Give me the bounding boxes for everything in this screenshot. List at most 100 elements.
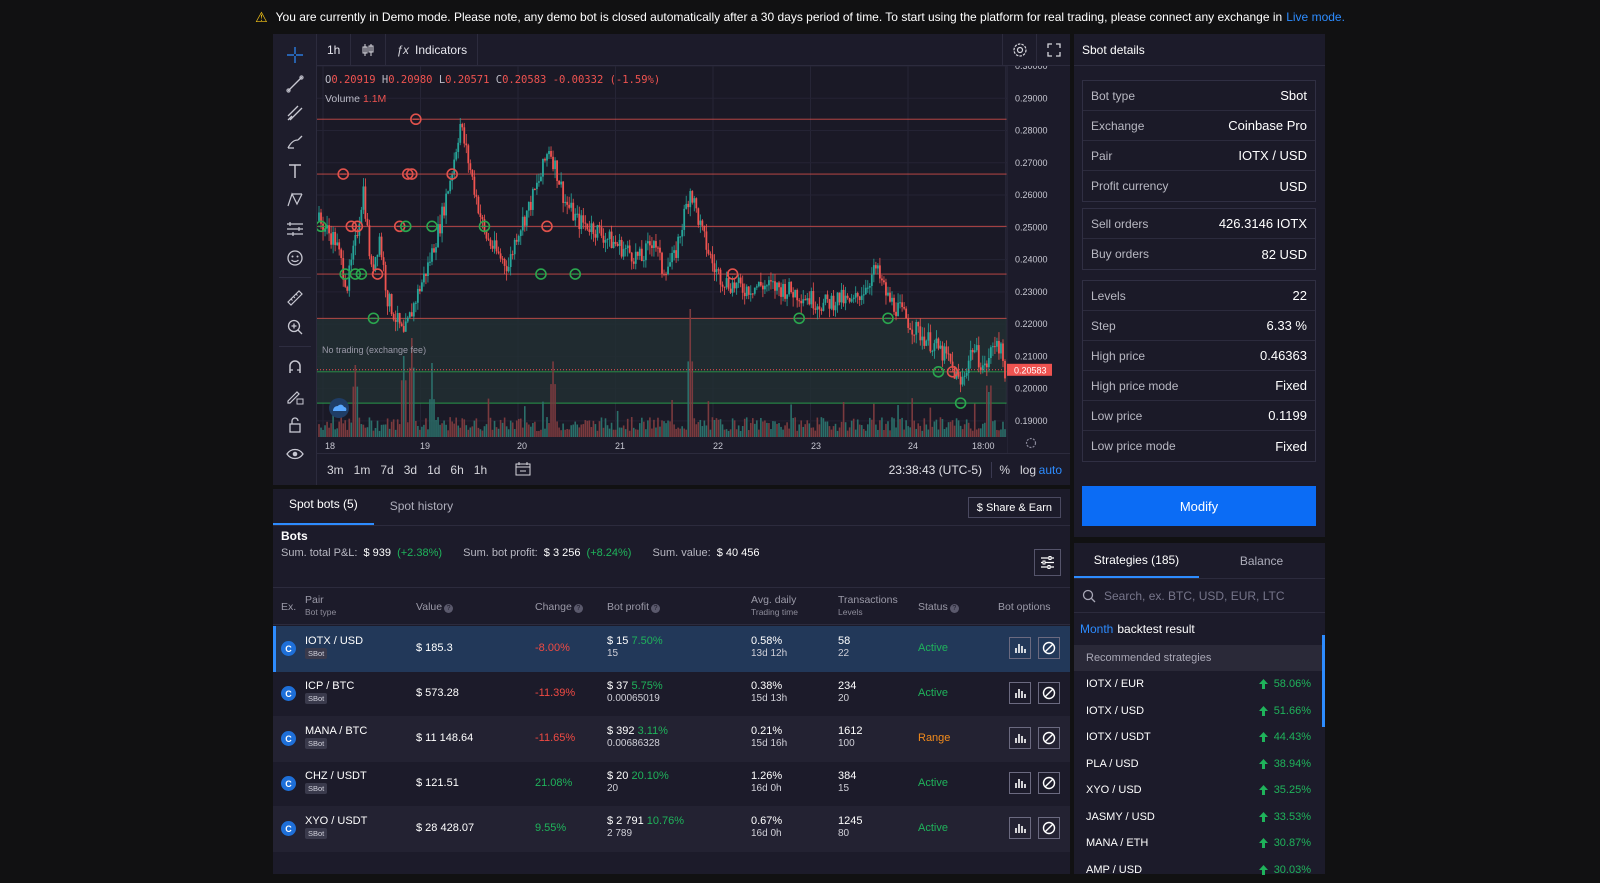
auto-toggle[interactable]: auto xyxy=(1039,463,1062,477)
prediction-icon[interactable] xyxy=(280,216,310,242)
settings-gear-icon[interactable] xyxy=(1002,34,1036,66)
bot-stats-button[interactable] xyxy=(1009,637,1031,659)
timeframe-6h[interactable]: 6h xyxy=(450,463,463,477)
filter-settings-button[interactable] xyxy=(1034,549,1061,576)
tab-spot-bots[interactable]: Spot bots (5) xyxy=(273,497,374,525)
crosshair-icon[interactable] xyxy=(280,42,310,68)
indicators-label: Indicators xyxy=(415,43,467,57)
tab-balance[interactable]: Balance xyxy=(1199,543,1324,578)
ruler-icon[interactable] xyxy=(280,285,310,311)
col-bot-profit[interactable]: Bot profit? xyxy=(607,601,660,613)
candle-body xyxy=(760,282,762,286)
bot-stop-button[interactable] xyxy=(1038,772,1060,794)
bot-stats-button[interactable] xyxy=(1009,682,1031,704)
tab-spot-history[interactable]: Spot history xyxy=(374,499,469,525)
volume-bar xyxy=(419,430,421,437)
timeframe-1d[interactable]: 1d xyxy=(427,463,440,477)
zoom-in-icon[interactable] xyxy=(280,314,310,340)
candle-body xyxy=(635,252,637,264)
percent-toggle[interactable]: % xyxy=(999,463,1010,477)
strategy-item[interactable]: PLA / USD 38.94% xyxy=(1074,751,1325,778)
magnet-icon[interactable] xyxy=(280,354,310,380)
timeframe-3d[interactable]: 3d xyxy=(404,463,417,477)
bot-stop-button[interactable] xyxy=(1038,817,1060,839)
strategy-item[interactable]: IOTX / USDT 44.43% xyxy=(1074,724,1325,751)
pattern-icon[interactable] xyxy=(280,187,310,213)
candle-body xyxy=(732,282,734,292)
detail-key: Sell orders xyxy=(1091,217,1148,231)
bot-stop-button[interactable] xyxy=(1038,727,1060,749)
volume-bar xyxy=(798,424,800,437)
timeframe-3m[interactable]: 3m xyxy=(327,463,344,477)
text-tool-icon[interactable] xyxy=(280,158,310,184)
backtest-period-select[interactable]: Month xyxy=(1080,622,1113,636)
log-toggle[interactable]: log xyxy=(1020,463,1036,477)
strategy-item[interactable]: IOTX / EUR 58.06% xyxy=(1074,671,1325,698)
volume-bar xyxy=(528,425,530,437)
timeframe-1m[interactable]: 1m xyxy=(354,463,371,477)
candle-body xyxy=(389,294,391,306)
candle-body xyxy=(752,293,754,294)
bot-stop-button[interactable] xyxy=(1038,682,1060,704)
volume-bar xyxy=(522,428,524,437)
strategy-item[interactable]: IOTX / USD 51.66% xyxy=(1074,698,1325,725)
live-mode-link[interactable]: Live mode. xyxy=(1286,10,1345,24)
candle-body xyxy=(475,195,477,197)
volume-bar xyxy=(516,420,518,437)
unlock-icon[interactable] xyxy=(280,412,310,438)
bot-stats-button[interactable] xyxy=(1009,727,1031,749)
fullscreen-icon[interactable] xyxy=(1036,34,1070,66)
strategy-item[interactable]: MANA / ETH 30.87% xyxy=(1074,830,1325,857)
date-tick: 18 xyxy=(325,441,335,451)
volume-bar xyxy=(320,428,322,437)
tab-strategies[interactable]: Strategies (185) xyxy=(1074,543,1199,578)
bot-stop-button[interactable] xyxy=(1038,637,1060,659)
volume-bar xyxy=(496,427,498,437)
strategy-item[interactable]: XYO / USD 35.25% xyxy=(1074,777,1325,804)
strategy-scrollbar[interactable] xyxy=(1322,635,1325,727)
share-earn-button[interactable]: $ Share & Earn xyxy=(968,497,1061,518)
interval-select[interactable]: 1h xyxy=(317,34,351,66)
col-status[interactable]: Status? xyxy=(918,601,959,613)
volume-bar xyxy=(465,425,467,437)
price-chart[interactable]: 0.300000.290000.280000.270000.260000.250… xyxy=(317,66,1070,453)
emoji-icon[interactable] xyxy=(280,245,310,271)
bot-avg-daily: 0.21%15d 16h xyxy=(751,725,787,749)
candle-body xyxy=(546,154,548,160)
timeframe-1h[interactable]: 1h xyxy=(474,463,487,477)
eye-icon[interactable] xyxy=(280,441,310,467)
strategy-item[interactable]: JASMY / USD 33.53% xyxy=(1074,804,1325,831)
candle-body xyxy=(994,346,996,347)
candle-body xyxy=(568,205,570,208)
indicators-button[interactable]: ƒx Indicators xyxy=(386,34,478,66)
trend-line-icon[interactable] xyxy=(280,71,310,97)
candle-type-icon[interactable] xyxy=(351,34,386,66)
volume-bar xyxy=(837,431,839,437)
candle-body xyxy=(365,186,367,218)
date-tick: 22 xyxy=(713,441,723,451)
search-input[interactable] xyxy=(1104,589,1304,603)
volume-bar xyxy=(615,430,617,437)
bot-stats-button[interactable] xyxy=(1009,772,1031,794)
volume-bar xyxy=(637,430,639,437)
strategy-item[interactable]: AMP / USD 30.03% xyxy=(1074,857,1325,883)
volume-bar xyxy=(583,424,585,437)
candle-body xyxy=(816,306,818,309)
modify-button[interactable]: Modify xyxy=(1082,486,1316,526)
col-change[interactable]: Change? xyxy=(535,601,583,613)
brush-icon[interactable] xyxy=(280,129,310,155)
lock-drawings-icon[interactable] xyxy=(280,383,310,409)
bot-stats-button[interactable] xyxy=(1009,817,1031,839)
volume-bar xyxy=(324,425,326,437)
fib-tools-icon[interactable] xyxy=(280,100,310,126)
col-value[interactable]: Value? xyxy=(416,601,453,613)
date-range-icon[interactable] xyxy=(515,462,531,479)
timeframe-7d[interactable]: 7d xyxy=(380,463,393,477)
